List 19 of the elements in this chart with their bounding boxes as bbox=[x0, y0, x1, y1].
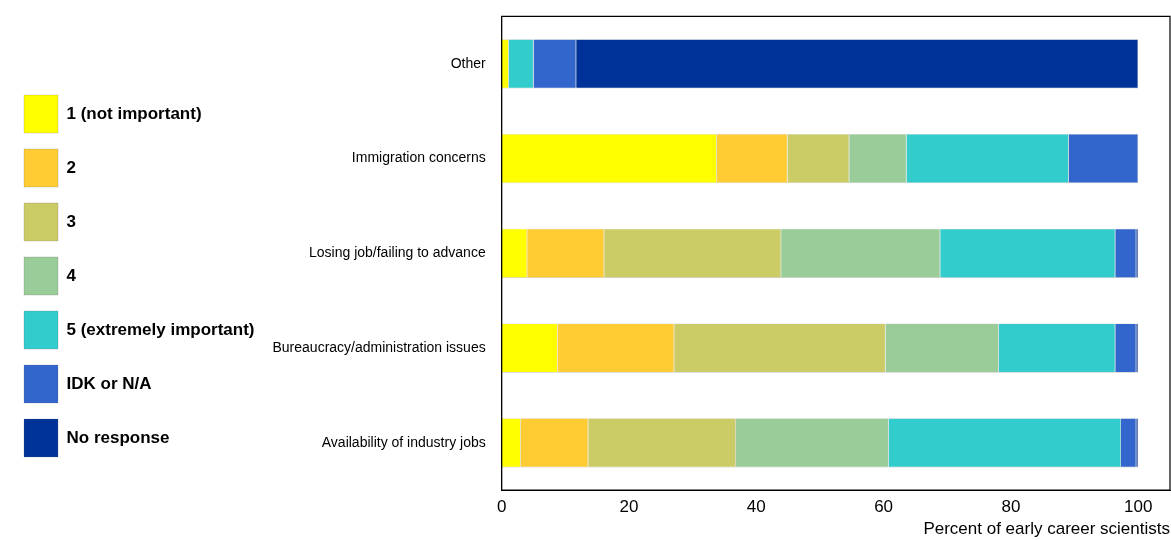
y-tick-label: Other bbox=[450, 54, 487, 71]
legend-label: 1 (not important) bbox=[66, 103, 202, 123]
y-tick-label: Bureaucracy/administration issues bbox=[272, 338, 486, 355]
x-tick-label: 60 bbox=[874, 497, 894, 517]
y-tick-label: Availability of industry jobs bbox=[321, 433, 486, 450]
x-tick-label: 80 bbox=[1001, 497, 1021, 517]
y-tick-label: Losing job/failing to advance bbox=[309, 244, 486, 261]
x-tick-label: 40 bbox=[746, 497, 766, 517]
x-tick-label: 20 bbox=[619, 497, 639, 517]
legend-label: 3 bbox=[66, 211, 76, 231]
x-tick-label: 100 bbox=[1123, 497, 1153, 517]
legend-label: 5 (extremely important) bbox=[66, 319, 255, 339]
legend-label: IDK or N/A bbox=[66, 373, 152, 393]
x-tick-label: 0 bbox=[496, 497, 507, 517]
legend-label: No response bbox=[66, 427, 170, 447]
legend-label: 2 bbox=[66, 157, 76, 177]
x-axis-title: Percent of early career scientists bbox=[923, 519, 1170, 539]
y-tick-label: Immigration concerns bbox=[351, 149, 486, 166]
legend-label: 4 bbox=[66, 265, 77, 285]
